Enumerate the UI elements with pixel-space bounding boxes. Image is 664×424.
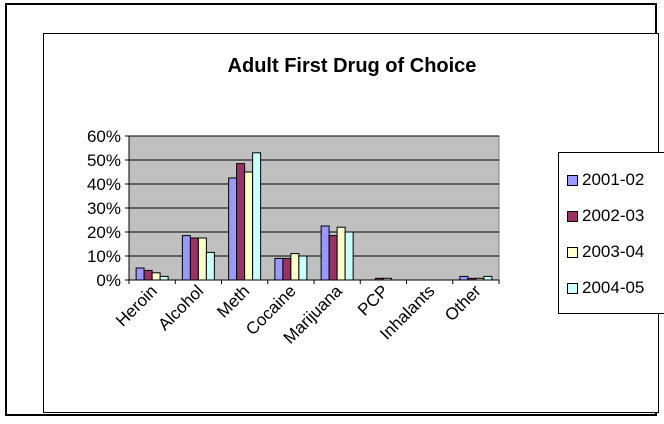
bar <box>135 267 145 281</box>
bar <box>344 231 354 281</box>
y-tick-label: 30% <box>87 199 121 218</box>
bar <box>467 277 477 281</box>
x-category-label: Meth <box>213 281 253 321</box>
bar <box>282 257 292 281</box>
bar <box>374 277 384 281</box>
y-tick-label: 10% <box>87 247 121 266</box>
legend-label: 2002-03 <box>582 206 645 225</box>
chart-area: Adult First Drug of Choice 0% 10% 20% 30% 40… <box>43 33 664 413</box>
bar <box>205 251 215 281</box>
legend-swatch <box>567 282 578 294</box>
legend-swatch <box>567 174 578 186</box>
legend-swatch <box>567 246 578 258</box>
x-category-label: Other <box>441 281 485 325</box>
legend-item: 2003-04 <box>567 242 644 262</box>
legend-item: 2002-03 <box>567 206 644 226</box>
y-tick-label: 20% <box>87 223 121 242</box>
bar <box>228 177 238 281</box>
y-tick-label: 50% <box>87 151 121 170</box>
legend: 2001-02 2002-03 2003-04 2004-05 <box>558 152 664 314</box>
bar <box>143 269 153 281</box>
bar <box>483 275 493 281</box>
bar <box>298 255 308 281</box>
bar <box>189 237 199 281</box>
x-category-label: Alcohol <box>154 281 207 334</box>
bar <box>336 226 346 281</box>
bar <box>197 237 207 281</box>
bar <box>274 257 284 281</box>
legend-swatch <box>567 210 578 222</box>
bar <box>475 277 485 281</box>
legend-item: 2004-05 <box>567 278 644 298</box>
x-category-label: PCP <box>354 281 392 319</box>
bar <box>252 152 262 281</box>
chart-title: Adult First Drug of Choice <box>227 55 477 77</box>
bar <box>181 235 191 281</box>
legend-item: 2001-02 <box>567 170 644 190</box>
bar <box>320 225 330 281</box>
legend-label: 2003-04 <box>582 242 645 261</box>
bar <box>236 163 246 281</box>
legend-label: 2001-02 <box>582 170 645 189</box>
bar <box>244 171 254 281</box>
bar <box>159 275 169 281</box>
y-tick-label: 0% <box>96 271 121 290</box>
y-tick-label: 60% <box>87 127 121 146</box>
bar <box>382 277 392 281</box>
legend-label: 2004-05 <box>582 278 645 297</box>
bar <box>328 235 338 281</box>
y-tick-label: 40% <box>87 175 121 194</box>
bar <box>459 275 469 281</box>
bar <box>290 253 300 281</box>
outer-frame: Adult First Drug of Choice 0% 10% 20% 30% 40… <box>5 3 664 416</box>
bar <box>151 272 161 281</box>
